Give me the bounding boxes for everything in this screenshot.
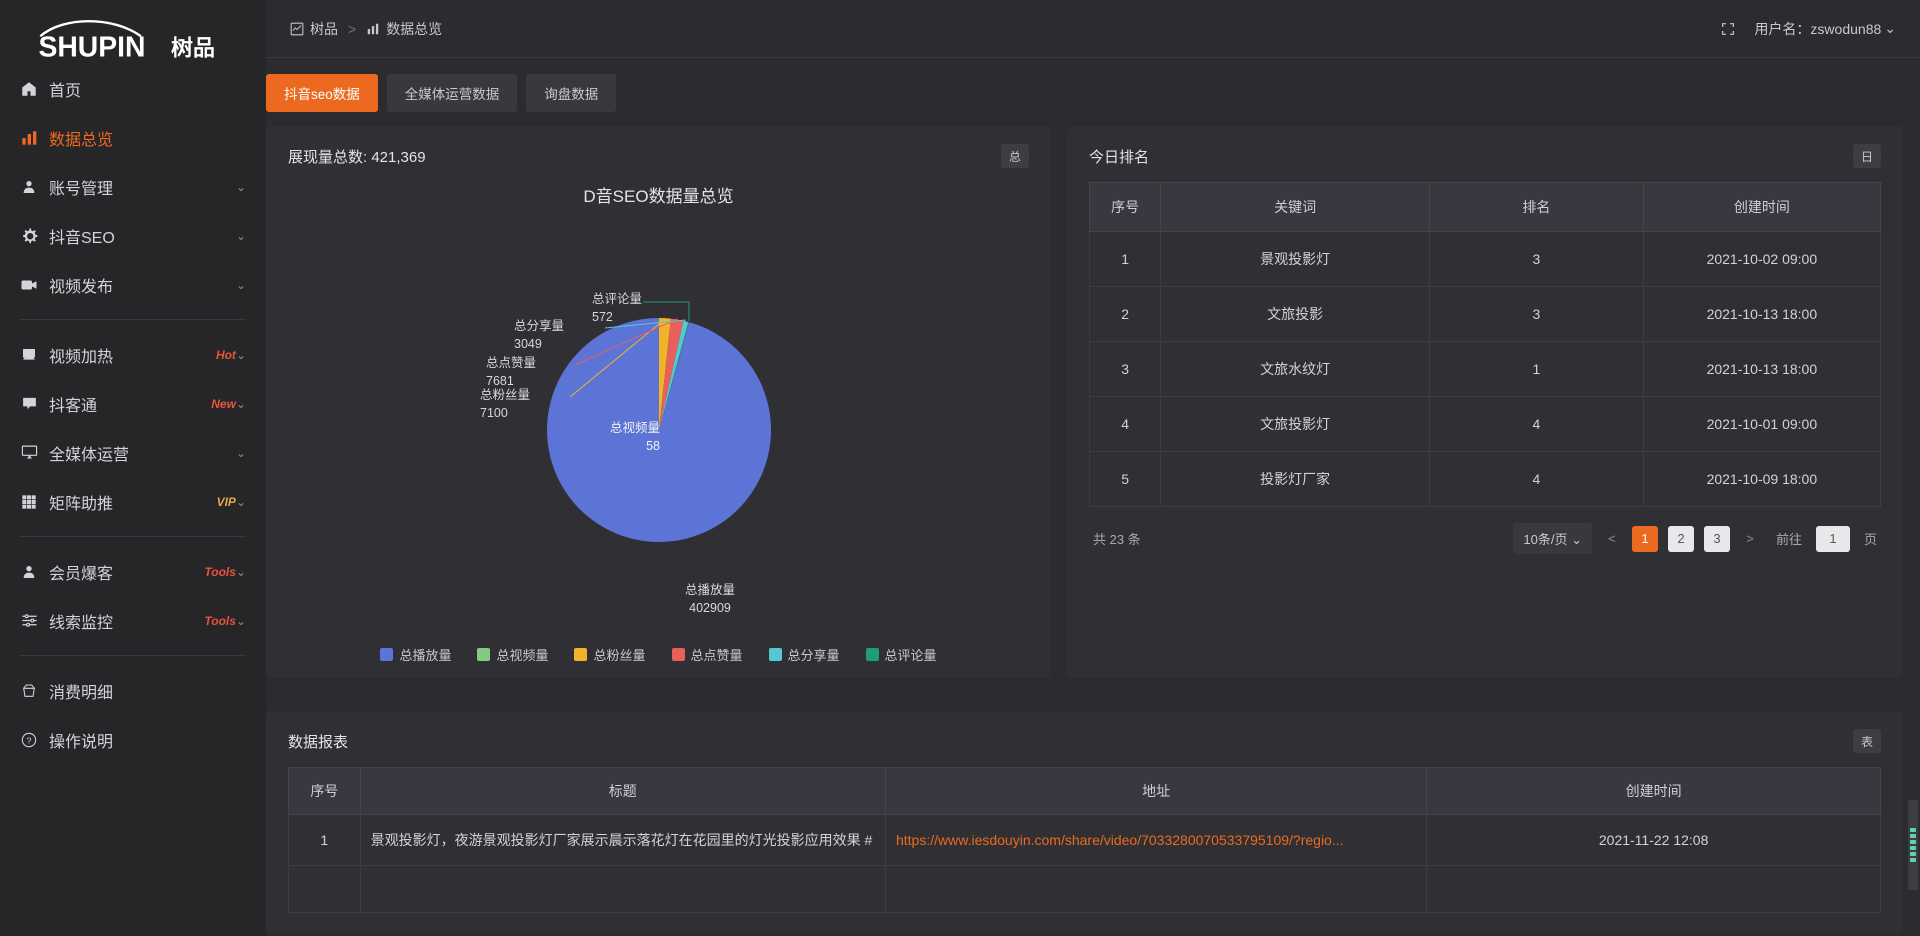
svg-text:?: ? <box>27 735 32 745</box>
svg-text:树品: 树品 <box>171 35 215 60</box>
svg-text:SHUPIN: SHUPIN <box>38 31 145 62</box>
